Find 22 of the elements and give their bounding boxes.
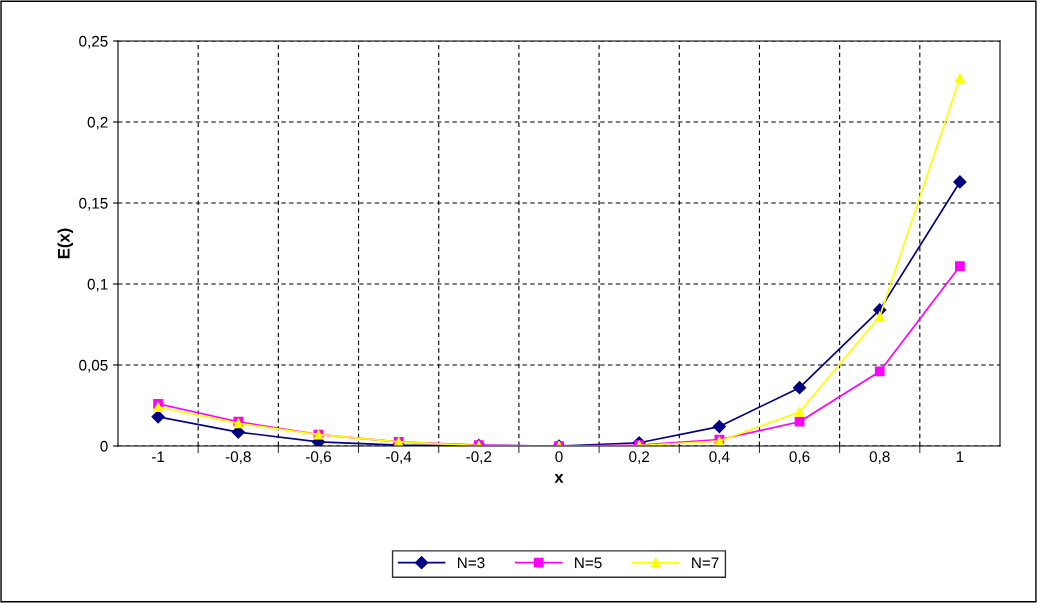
x-axis-title: x — [554, 473, 564, 483]
x-tick-label: 0 — [555, 451, 563, 463]
legend-label: N=3 — [457, 557, 485, 569]
x-tick-label: -0,2 — [466, 451, 492, 464]
x-tick-label: 0,4 — [709, 451, 730, 464]
legend-label: N=7 — [692, 557, 719, 569]
y-tick-label: 0 — [100, 440, 108, 452]
x-tick-label: -1 — [151, 451, 165, 462]
x-tick-label: 1 — [956, 451, 964, 462]
x-tick-label: 0,2 — [629, 451, 650, 464]
y-tick-label: 0,05 — [79, 359, 108, 373]
y-tick-label: 0,2 — [87, 116, 108, 130]
x-tick-label: 0,6 — [789, 451, 810, 464]
y-tick-label: 0,1 — [87, 278, 108, 292]
y-tick-label: 0,25 — [79, 35, 108, 49]
x-tick-label: -0,4 — [386, 451, 412, 464]
x-tick-label: -0,6 — [305, 451, 331, 464]
x-tick-label: -0,8 — [225, 451, 251, 464]
legend-label: N=5 — [575, 557, 602, 569]
x-tick-label: 0,8 — [869, 451, 890, 464]
y-tick-label: 0,15 — [79, 197, 108, 211]
y-axis-title: E(x) — [57, 228, 73, 259]
